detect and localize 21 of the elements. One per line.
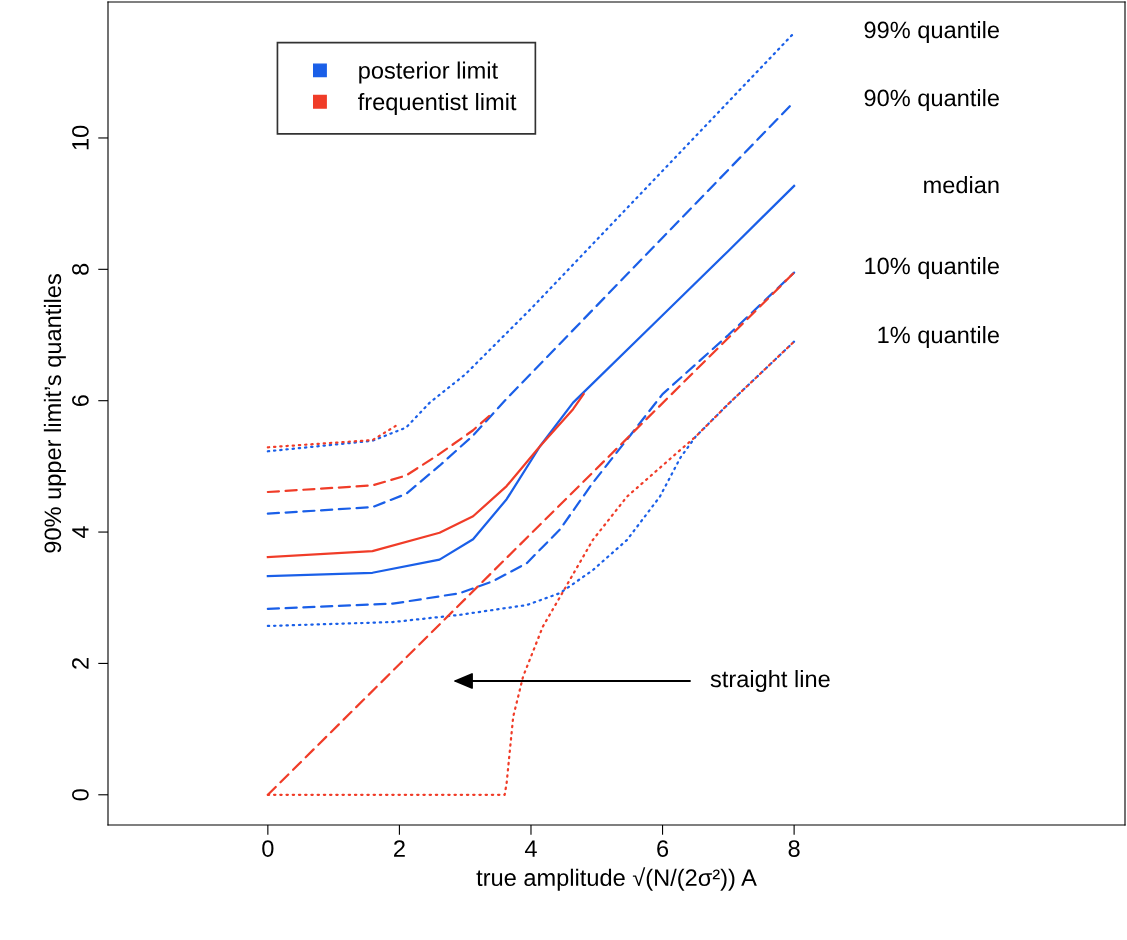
legend-label: posterior limit — [359, 61, 498, 84]
y-axis-title: 90% upper limit’s quantiles — [43, 274, 66, 553]
annotation: 99% quantile — [864, 21, 999, 44]
y-tick-label: 8 — [72, 263, 89, 275]
x-axis-title: true amplitude √(N/(2σ²)) A — [476, 867, 757, 891]
y-tick-label: 4 — [72, 526, 89, 539]
y-tick-label: 10 — [72, 125, 89, 150]
y-tick-label: 2 — [72, 658, 89, 669]
x-tick-label: 2 — [394, 840, 405, 857]
annotation: 1% quantile — [878, 325, 999, 348]
x-tick-label: 4 — [524, 840, 537, 857]
legend-label: frequentist limit — [358, 92, 517, 115]
annotation: 10% quantile — [865, 257, 999, 280]
y-tick-label: 0 — [72, 789, 89, 801]
y-tick-label: 6 — [72, 395, 89, 407]
annotation: 90% quantile — [864, 89, 999, 112]
x-tick-label: 0 — [262, 840, 274, 857]
annotation: median — [924, 176, 999, 194]
annotation: straight line — [710, 669, 830, 693]
x-tick-label: 8 — [788, 840, 800, 857]
x-tick-label: 6 — [657, 840, 669, 857]
